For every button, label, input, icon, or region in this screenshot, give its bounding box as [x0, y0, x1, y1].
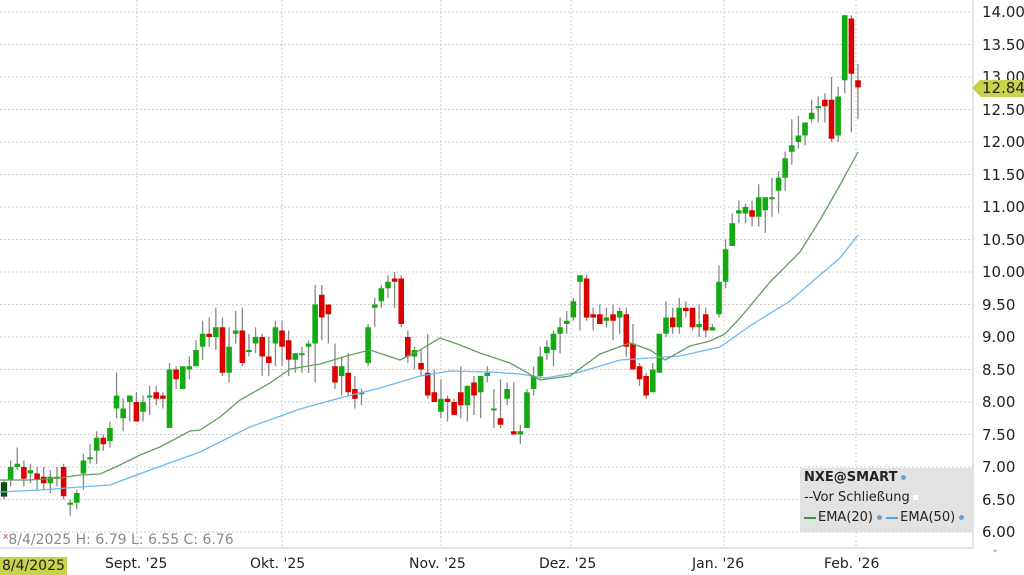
y-axis-label: 12.50 — [982, 100, 1024, 119]
x-axis-label: Feb. '26 — [824, 556, 880, 572]
ema20-line — [0, 151, 859, 481]
prev-close-dash-icon: -- — [804, 490, 813, 505]
ema50-line — [0, 234, 859, 493]
y-axis-label: 11.50 — [982, 165, 1024, 184]
y-axis-label: 6.50 — [982, 490, 1016, 509]
crosshair-ohlc-info: x8/4/2025 H: 6.79 L: 6.55 C: 6.76 — [3, 532, 234, 548]
y-axis-label: 14.00 — [982, 3, 1024, 21]
x-axis-label: Dez. '25 — [539, 556, 597, 572]
ema50-settings-dot-icon[interactable] — [959, 515, 965, 520]
y-axis-label: 11.00 — [982, 198, 1024, 216]
ema50-swatch-icon — [886, 516, 899, 519]
y-axis-label: 7.00 — [982, 458, 1016, 476]
y-axis-label: 12.00 — [982, 133, 1024, 151]
legend-ema-row[interactable]: EMA(20) EMA(50) — [800, 508, 972, 528]
legend-symbol-row[interactable]: NXE@SMART — [800, 468, 972, 488]
y-axis-label: 8.00 — [982, 393, 1016, 411]
x-axis-label: Sept. '25 — [105, 556, 168, 572]
prev-close-toggle-icon[interactable] — [912, 495, 918, 500]
chart-grid — [0, 0, 973, 548]
last-price-arrow-icon — [972, 80, 980, 96]
y-axis-label: 7.50 — [982, 425, 1016, 444]
last-price-badge: 12.84 — [980, 80, 1024, 97]
x-axis-label: Jan. '26 — [692, 556, 745, 572]
y-axis-label: 13.50 — [982, 35, 1024, 54]
ohlc-text: 8/4/2025 H: 6.79 L: 6.55 C: 6.76 — [8, 532, 234, 548]
legend-ema20[interactable]: EMA(20) — [818, 510, 874, 525]
axis-corner-marker-icon: * — [993, 548, 997, 557]
y-axis-label: 9.50 — [982, 295, 1016, 314]
candles — [0, 15, 861, 516]
y-axis-label: 10.00 — [982, 263, 1024, 281]
ema20-settings-dot-icon[interactable] — [877, 515, 883, 520]
y-axis-label: 9.00 — [982, 328, 1016, 346]
legend-prev-close: Vor Schließung — [812, 490, 910, 505]
start-date-badge: 8/4/2025 — [0, 557, 67, 575]
y-axis-label: 10.50 — [982, 230, 1024, 249]
ema20-swatch-icon — [804, 516, 816, 519]
x-axis-label: Nov. '25 — [409, 556, 466, 572]
chart-legend[interactable]: NXE@SMART --Vor Schließung EMA(20) EMA(5… — [800, 468, 972, 532]
legend-ema50[interactable]: EMA(50) — [900, 510, 956, 525]
y-axis-label: 8.50 — [982, 360, 1016, 379]
symbol-settings-dot-icon[interactable] — [901, 475, 907, 480]
crosshair-marker-icon: x — [3, 532, 9, 542]
legend-symbol: NXE@SMART — [804, 470, 898, 485]
legend-prev-close-row[interactable]: --Vor Schließung — [800, 488, 972, 508]
y-axis-label: 6.00 — [982, 523, 1016, 541]
x-axis-label: Okt. '25 — [250, 556, 306, 572]
